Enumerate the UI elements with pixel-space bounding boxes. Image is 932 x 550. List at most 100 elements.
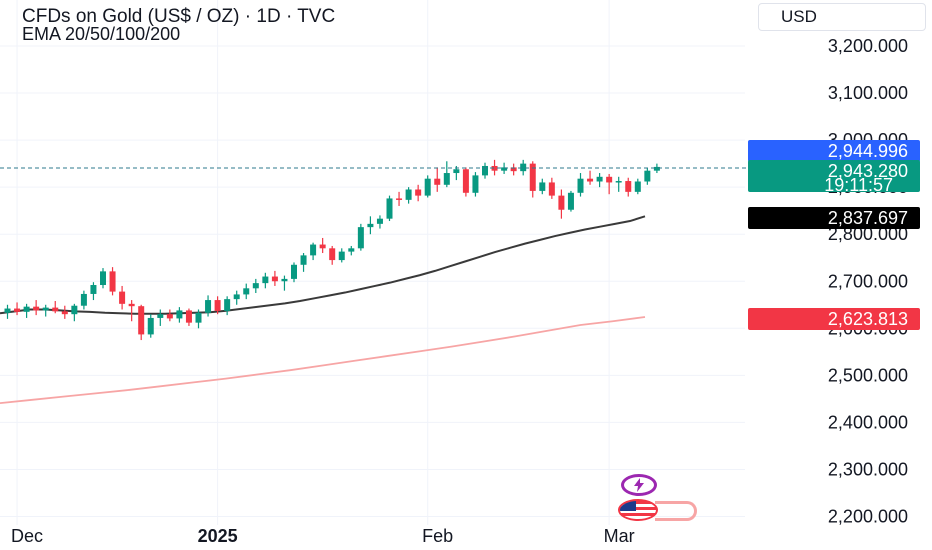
grid-lines — [0, 0, 745, 525]
candle-body — [644, 170, 651, 182]
candle-body — [348, 248, 355, 252]
candle-body — [233, 294, 240, 300]
candle-body — [52, 307, 59, 312]
price-tag — [748, 160, 920, 192]
candle-body — [33, 306, 40, 311]
candle-body — [548, 182, 555, 196]
candle-body — [653, 166, 660, 171]
candle-body — [357, 227, 364, 249]
price-tag-label: 2,943.280 — [828, 161, 908, 181]
y-tick-label: 2,700.000 — [828, 271, 908, 291]
candle-body — [415, 189, 422, 196]
price-tag — [748, 308, 920, 330]
candle-body — [625, 181, 632, 192]
candle-body — [176, 310, 183, 319]
candle-body — [424, 178, 431, 196]
ema-lines — [0, 215, 646, 405]
candle-body — [23, 306, 30, 312]
candle-body — [567, 192, 574, 210]
chart-title: CFDs on Gold (US$ / OZ) · 1D · TVC — [22, 6, 336, 27]
x-tick-label: Dec — [11, 526, 43, 546]
candles — [4, 159, 660, 341]
candle-body — [472, 175, 479, 193]
candle-body — [4, 308, 11, 313]
candle-body — [453, 169, 460, 174]
candle-body — [157, 314, 164, 318]
candle-body — [396, 198, 403, 200]
price-tag-label: 2,944.996 — [828, 141, 908, 161]
lightning-icon[interactable] — [621, 474, 657, 496]
price-tag-label: 2,623.813 — [828, 309, 908, 329]
candle-body — [262, 276, 269, 284]
candle-body — [587, 178, 594, 182]
x-tick-label: 2025 — [198, 526, 238, 546]
candle-body — [443, 173, 450, 185]
candle-body — [482, 165, 488, 176]
candle-body — [147, 317, 154, 335]
candle-body — [109, 271, 116, 292]
candle-body — [529, 163, 536, 191]
indicator-label[interactable]: EMA 20/50/100/200 — [22, 24, 181, 44]
candle-body — [491, 165, 498, 171]
currency-button[interactable]: USD — [758, 3, 926, 31]
candle-body — [634, 181, 641, 192]
candle-body — [310, 244, 317, 256]
time-axis[interactable]: Dec 2025 Feb Mar — [11, 526, 635, 546]
candle-body — [510, 167, 517, 172]
price-tag-label: 2,837.697 — [828, 208, 908, 228]
y-tick-label: 2,400.000 — [828, 412, 908, 432]
candle-body — [71, 305, 78, 315]
candle-body — [539, 182, 546, 191]
candle-body — [195, 312, 202, 323]
y-tick-label: 3,100.000 — [828, 83, 908, 103]
candle-body — [90, 285, 97, 294]
price-axis[interactable]: 2,200.0002,300.0002,400.0002,500.0002,60… — [828, 36, 908, 527]
y-tick-label: 2,300.000 — [828, 459, 908, 479]
candle-body — [185, 310, 192, 323]
candle-body — [300, 255, 307, 265]
candle-body — [128, 303, 135, 307]
candle-body — [252, 283, 259, 289]
ema-line — [0, 215, 646, 315]
flag-ring-decoration — [655, 501, 697, 521]
x-tick-label: Feb — [422, 526, 453, 546]
y-tick-label: 2,500.000 — [828, 365, 908, 385]
candle-body — [166, 314, 173, 319]
candle-body — [14, 308, 21, 312]
candle-body — [386, 198, 393, 219]
ema-line — [0, 316, 646, 405]
y-tick-label: 3,200.000 — [828, 36, 908, 56]
countdown-label: 19:11:57 — [824, 175, 893, 195]
candle-body — [329, 248, 336, 261]
price-tag — [748, 207, 920, 229]
candle-body — [42, 307, 49, 311]
x-tick-label: Mar — [604, 526, 635, 546]
candle-body — [577, 178, 584, 193]
candle-body — [434, 178, 441, 185]
candle-body — [224, 299, 231, 311]
candle-body — [119, 291, 126, 304]
candle-body — [61, 311, 68, 315]
candle-body — [100, 271, 106, 286]
us-flag-icon[interactable] — [618, 499, 658, 521]
y-tick-label: 2,800.000 — [828, 224, 908, 244]
candle-body — [606, 176, 613, 183]
y-tick-label: 2,200.000 — [828, 507, 908, 527]
candle-body — [271, 276, 278, 282]
candle-body — [405, 189, 412, 200]
candle-body — [462, 169, 469, 193]
candle-body — [520, 163, 527, 172]
candle-body — [291, 264, 297, 279]
candle-body — [214, 300, 221, 311]
candle-body — [80, 293, 87, 306]
price-tag — [748, 140, 920, 162]
candle-body — [319, 244, 326, 249]
candle-body — [243, 288, 250, 295]
candle-body — [281, 278, 288, 282]
candle-body — [338, 251, 345, 261]
candle-body — [205, 300, 212, 313]
candle-body — [615, 181, 622, 183]
candle-body — [596, 176, 603, 182]
